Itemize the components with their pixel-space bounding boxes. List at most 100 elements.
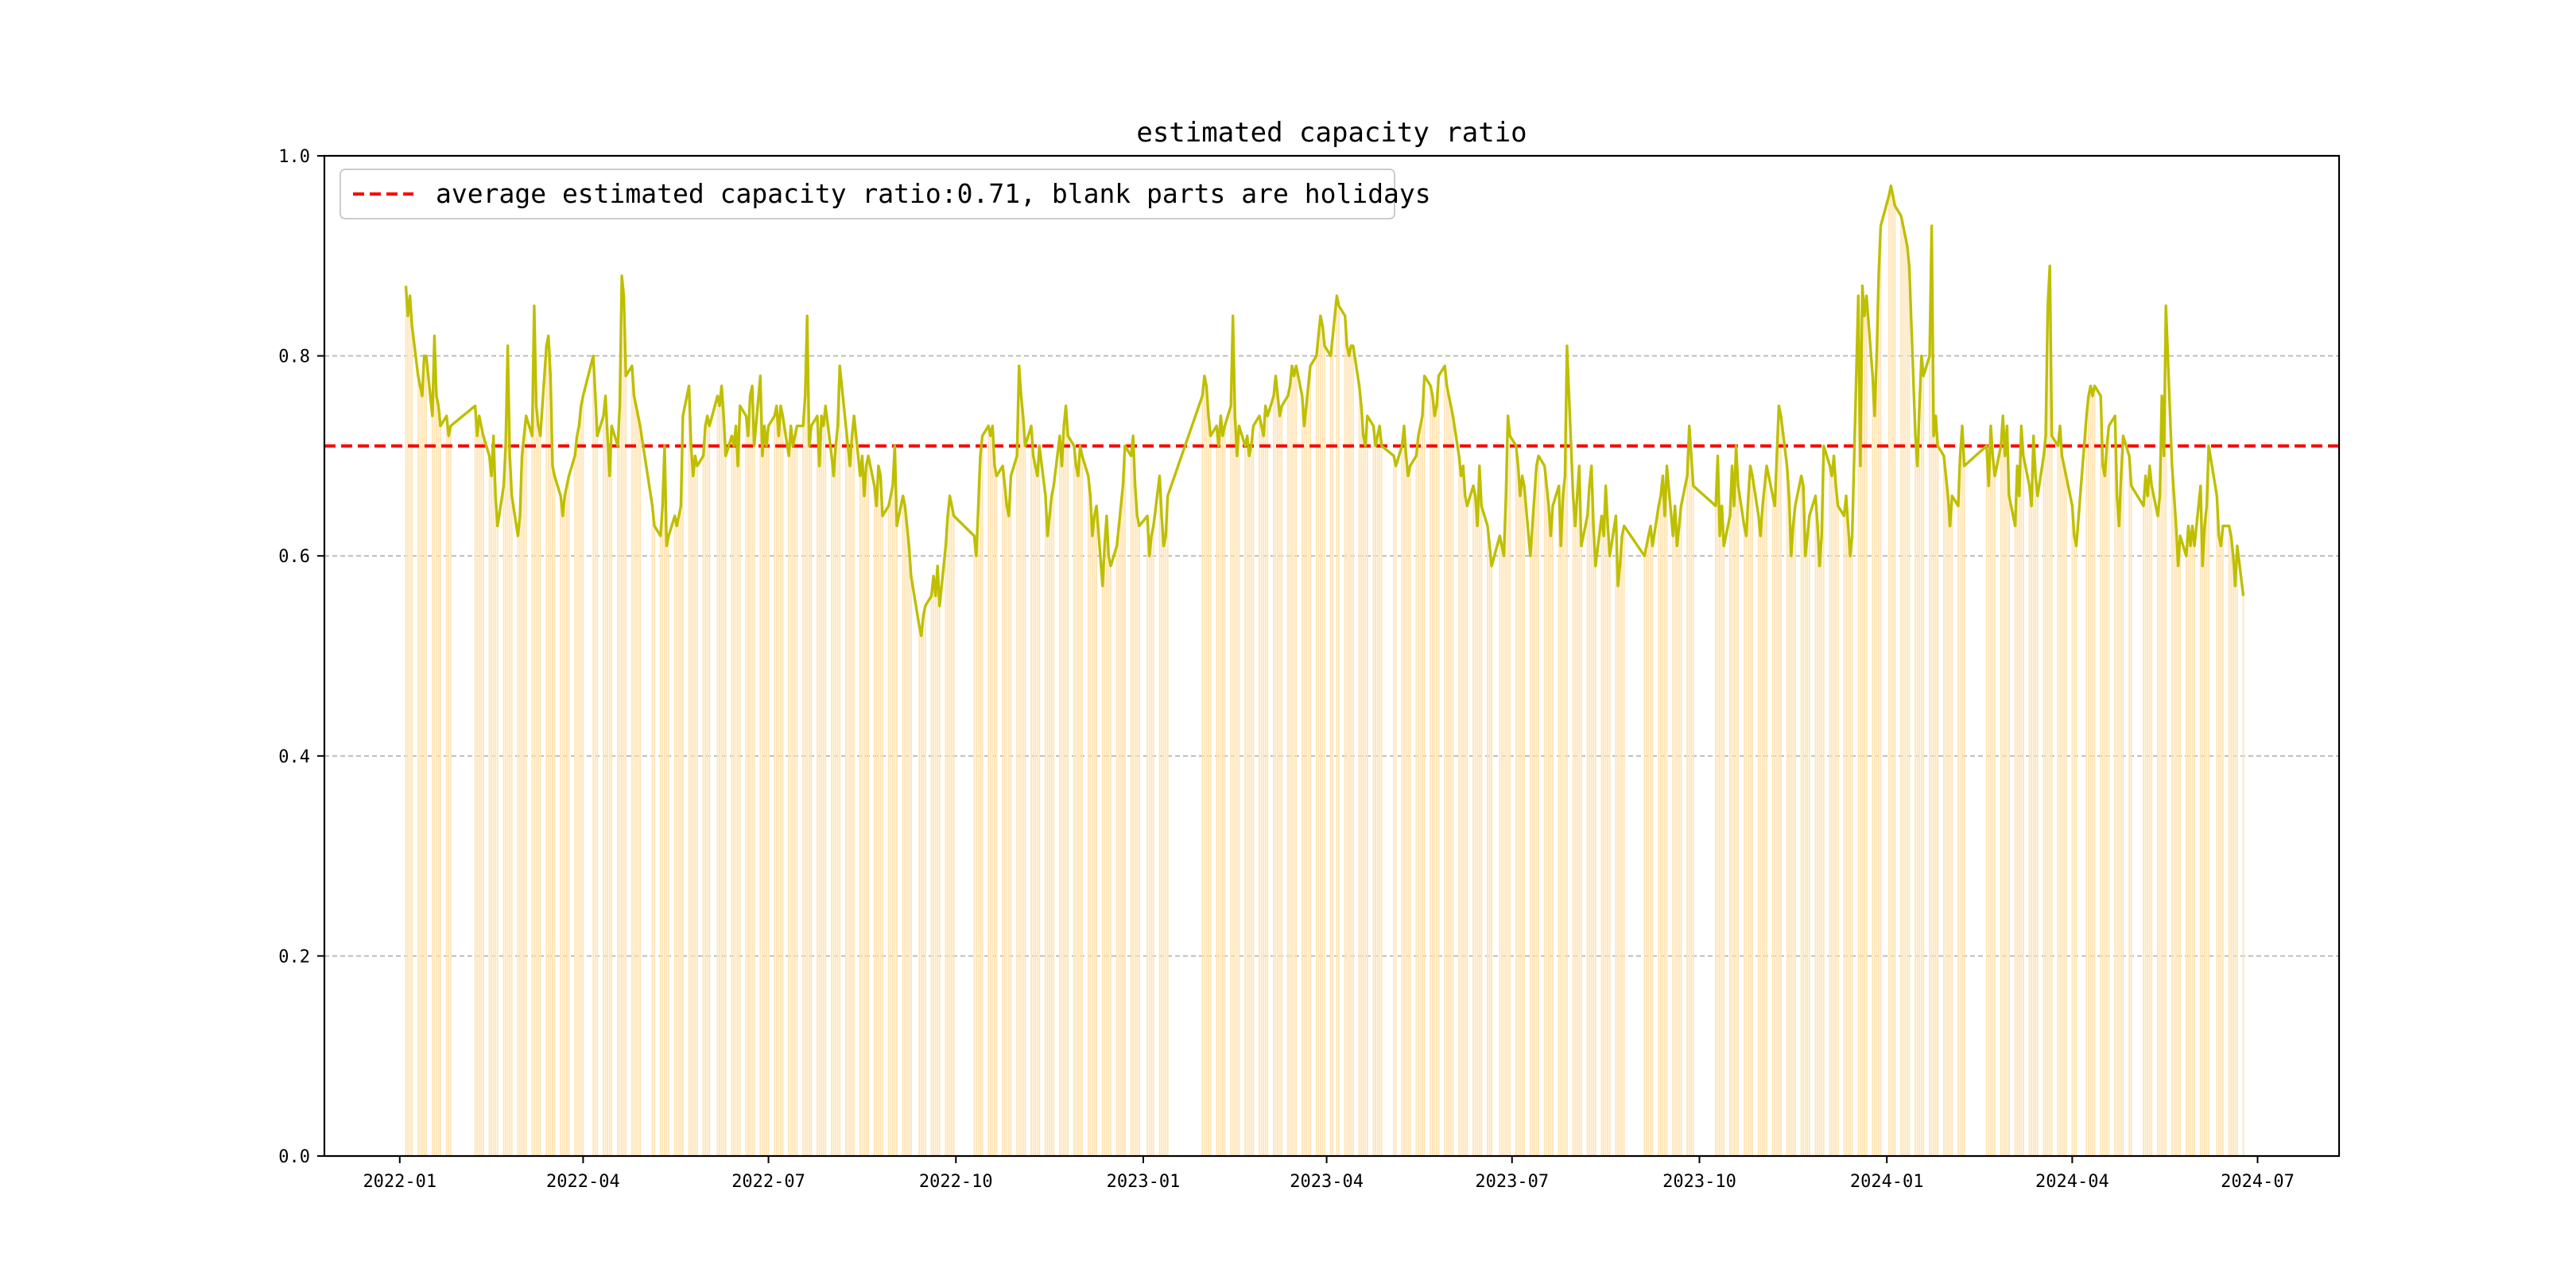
bar [491, 475, 492, 1156]
bar [910, 576, 912, 1156]
bar [495, 495, 497, 1156]
bar [604, 395, 607, 1156]
bar [952, 515, 955, 1156]
bar [1831, 475, 1833, 1156]
bar [1096, 506, 1097, 1156]
bar [1075, 465, 1077, 1156]
bar [1321, 325, 1324, 1156]
bar [1676, 545, 1678, 1156]
bar [1594, 565, 1596, 1156]
bar [1951, 495, 1953, 1156]
bar [775, 405, 778, 1156]
bar [1059, 436, 1061, 1156]
bar [1547, 506, 1550, 1156]
bar [621, 275, 623, 1157]
bar [1138, 526, 1140, 1156]
bar [702, 456, 704, 1156]
bar [822, 425, 824, 1156]
bar [2104, 475, 2106, 1156]
bar [545, 346, 548, 1156]
bar [1501, 545, 1503, 1156]
bar [821, 416, 823, 1156]
bar [1922, 375, 1925, 1156]
bar [2028, 486, 2031, 1156]
bar [2199, 486, 2202, 1156]
bar [1721, 506, 1723, 1156]
bar [861, 456, 863, 1156]
bar [1124, 445, 1126, 1156]
bar [506, 346, 509, 1156]
bar [918, 626, 921, 1156]
bar [2128, 456, 2130, 1156]
bar [1201, 395, 1204, 1156]
bar [1503, 556, 1505, 1156]
bar [1604, 486, 1607, 1156]
bar [2074, 536, 2075, 1156]
bar [2106, 445, 2108, 1156]
bar [1423, 375, 1426, 1156]
bar [1405, 456, 1407, 1156]
bar [578, 425, 580, 1156]
bar [510, 495, 513, 1156]
bar [1364, 445, 1367, 1156]
bar [1491, 565, 1493, 1156]
bar [539, 436, 541, 1156]
bar [519, 515, 521, 1156]
bar [2043, 456, 2045, 1156]
bar [2085, 416, 2088, 1156]
bar [832, 475, 835, 1156]
bar [692, 475, 694, 1156]
bar [1562, 495, 1564, 1156]
bar [517, 536, 519, 1156]
bar [1947, 495, 1949, 1156]
bar [2208, 445, 2209, 1156]
bar [2232, 556, 2234, 1156]
bar [1278, 416, 1281, 1156]
bar [947, 515, 949, 1156]
bar [1162, 545, 1165, 1156]
bar [774, 416, 776, 1156]
bar [2045, 436, 2046, 1156]
bar [1209, 436, 1212, 1156]
bar [1445, 386, 1448, 1157]
bar [934, 596, 937, 1156]
bar [690, 445, 692, 1156]
y-tick-label: 0.0 [278, 1147, 310, 1167]
bar [1401, 445, 1403, 1156]
x-tick-label: 2022-10 [919, 1172, 993, 1192]
bar [1550, 536, 1552, 1156]
bar [724, 456, 727, 1156]
x-tick-label: 2023-04 [1290, 1172, 1364, 1192]
bar [1045, 495, 1046, 1156]
bar [1307, 386, 1309, 1157]
bar [994, 465, 995, 1156]
bar [2092, 395, 2093, 1156]
bar [1216, 425, 1218, 1156]
bar [560, 495, 562, 1156]
bar [2118, 526, 2120, 1156]
bar [1417, 436, 1419, 1156]
bar [987, 425, 990, 1156]
bar [1158, 475, 1161, 1156]
bar [1933, 436, 1935, 1156]
bar [2046, 305, 2049, 1157]
bar [1260, 425, 1263, 1156]
bar [847, 445, 849, 1156]
bar [1920, 355, 1922, 1157]
bar [1680, 506, 1682, 1156]
bar [1281, 405, 1283, 1156]
bar [1487, 526, 1488, 1156]
bar [1119, 506, 1122, 1156]
bar [1988, 486, 1990, 1156]
bar [2059, 425, 2061, 1156]
bar [2032, 436, 2035, 1156]
bar [1230, 405, 1232, 1156]
bar [792, 445, 794, 1156]
bar [1590, 465, 1593, 1156]
bar [1246, 436, 1248, 1156]
bar [1546, 486, 1548, 1156]
bar [789, 425, 792, 1156]
series-line [404, 184, 2245, 638]
bar [1843, 515, 1845, 1156]
bar [1422, 416, 1423, 1156]
